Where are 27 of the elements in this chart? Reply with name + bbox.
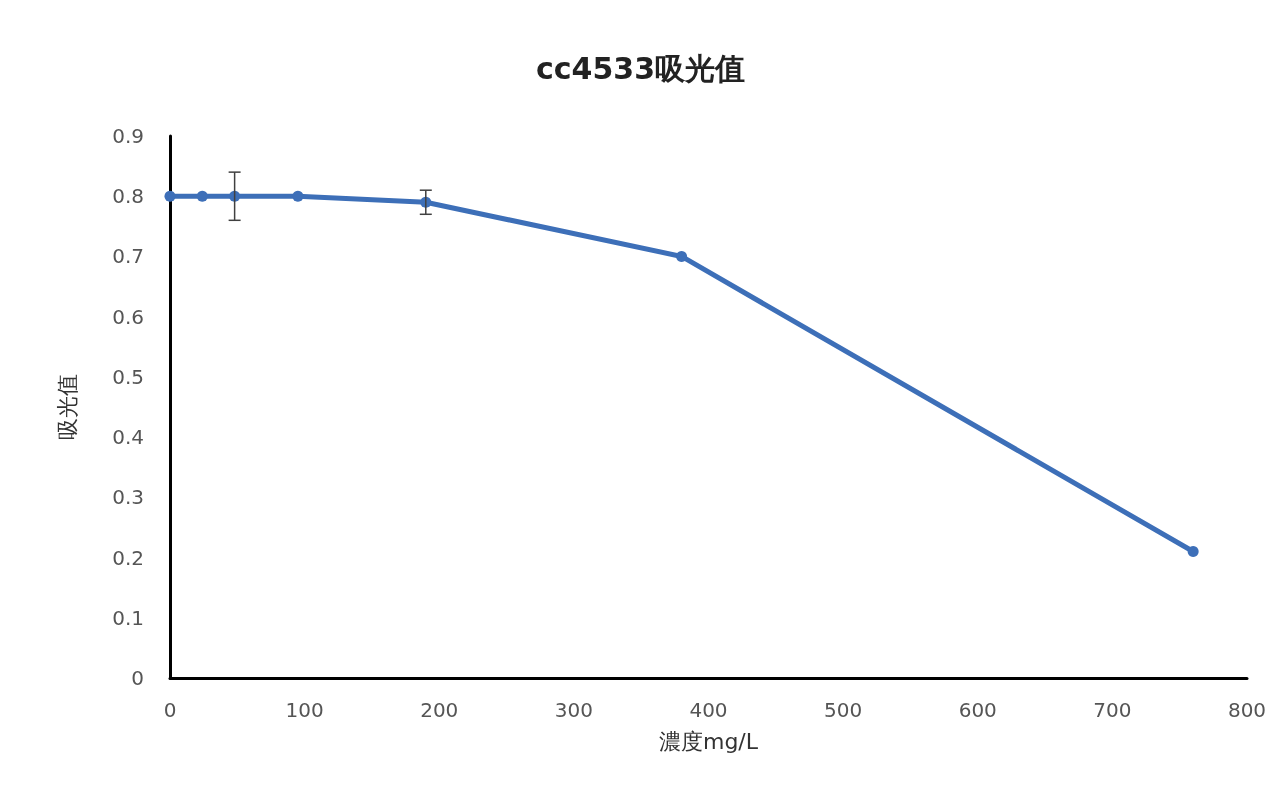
point (292, 190, 304, 202)
x-tick-label: 100 (285, 698, 324, 722)
y-axis-title: 吸光值 (54, 374, 80, 440)
x-tick-label: 800 (1227, 698, 1267, 722)
chart-title: cc4533吸光值 (535, 50, 746, 86)
x-axis-title: 濃度mg/L (658, 728, 759, 754)
point (1187, 546, 1199, 558)
point (676, 250, 688, 262)
x-tick-label: 500 (824, 698, 863, 722)
y-tick-label: 0.9 (112, 124, 144, 148)
y-tick-label: 0 (131, 666, 144, 690)
y-tick-label: 0.2 (112, 545, 144, 570)
x-tick-label: 0 (163, 698, 177, 722)
y-tick-label: 0.3 (112, 485, 144, 510)
x-tick-label: 600 (958, 698, 997, 722)
y-tick-label: 0.8 (112, 184, 144, 209)
x-tick-label: 200 (420, 698, 459, 722)
point (164, 190, 176, 202)
y-tick-label: 0.1 (112, 605, 144, 630)
y-tick-label: 0.6 (112, 304, 144, 329)
x-tick-label: 400 (689, 698, 728, 722)
point (196, 190, 208, 202)
x-tick-label: 300 (554, 698, 593, 722)
x-tick-label: 700 (1093, 698, 1132, 722)
y-tick-label: 0.4 (112, 425, 144, 450)
y-tick-label: 0.7 (112, 244, 144, 269)
y-tick-label: 0.5 (112, 364, 144, 389)
